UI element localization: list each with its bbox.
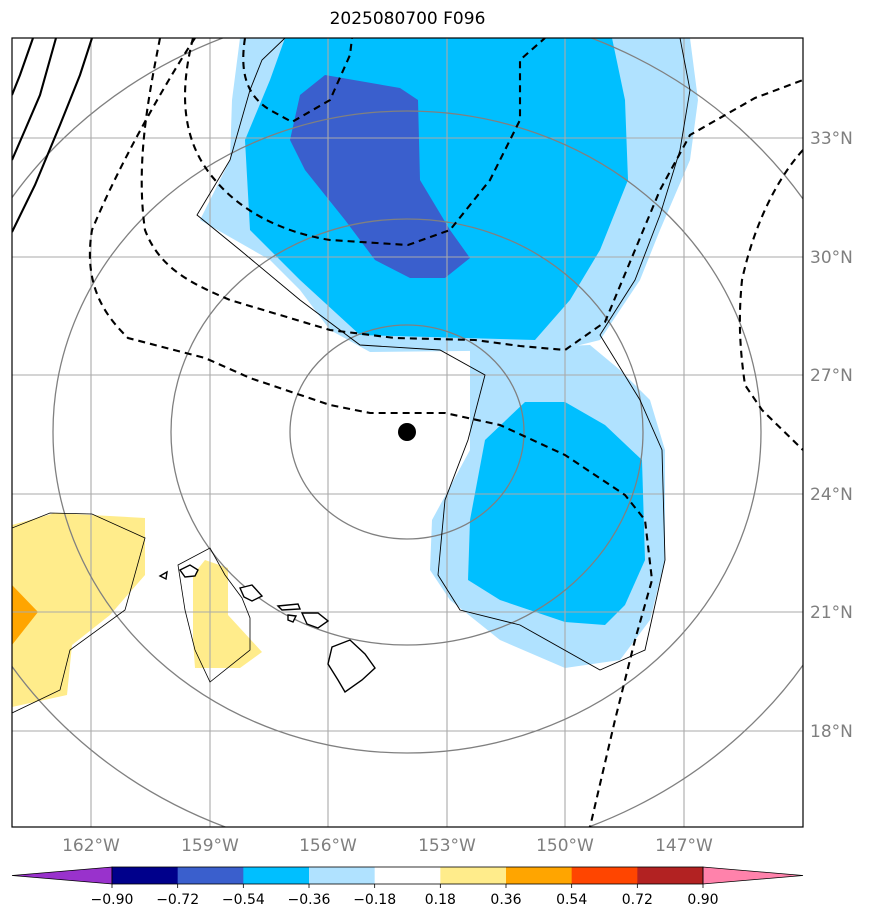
dashed-contours <box>88 38 803 827</box>
hawaiian-islands <box>158 564 376 694</box>
colorbar-segment <box>506 867 573 884</box>
lat-label-27n: 27°N <box>810 366 853 386</box>
region-outline <box>196 38 691 671</box>
map-title: 2025080700 F096 <box>329 9 486 29</box>
lat-label-30n: 30°N <box>810 248 853 268</box>
map-frame <box>11 37 804 828</box>
colorbar-tick-label: 0.72 <box>622 892 653 908</box>
lat-label-18n: 18°N <box>810 722 853 742</box>
negative-anomaly-north <box>200 38 698 352</box>
colorbar-tick-label: 0.90 <box>687 892 718 908</box>
lon-label-156w: 156°W <box>299 836 357 856</box>
colorbar-tick-label: −0.72 <box>156 892 199 908</box>
colorbar-tick-label: 0.18 <box>425 892 456 908</box>
lon-label-159w: 159°W <box>181 836 239 856</box>
colorbar-segment <box>177 867 244 884</box>
lat-label-21n: 21°N <box>810 603 853 623</box>
colorbar: −0.90 −0.72 −0.54 −0.36 −0.18 0.18 0.36 0.54 0.7… <box>11 866 804 908</box>
colorbar-tick-label: −0.54 <box>222 892 265 908</box>
colorbar-segment <box>112 867 179 884</box>
colorbar-segment <box>637 867 704 884</box>
colorbar-segment <box>243 867 310 884</box>
colorbar-tick-label: −0.90 <box>91 892 134 908</box>
graticule <box>12 38 803 827</box>
colorbar-tick-label: 0.54 <box>556 892 587 908</box>
colorbar-tick-label: −0.18 <box>353 892 396 908</box>
colorbar-tick-label: −0.36 <box>288 892 331 908</box>
lon-label-150w: 150°W <box>536 836 594 856</box>
lon-label-162w: 162°W <box>62 836 120 856</box>
lat-label-33n: 33°N <box>810 129 853 149</box>
island-outline <box>12 512 251 714</box>
colorbar-segment <box>440 867 507 884</box>
colorbar-segment <box>571 867 638 884</box>
colorbar-outline <box>111 866 704 885</box>
colorbar-segment <box>374 867 441 884</box>
storm-center-marker <box>398 423 416 441</box>
lat-label-24n: 24°N <box>810 485 853 505</box>
negative-anomaly-east <box>430 345 665 668</box>
colorbar-tick-label: 0.36 <box>490 892 521 908</box>
longitude-labels: 162°W 159°W 156°W 153°W 150°W 147°W <box>62 836 713 856</box>
latitude-labels: 33°N 30°N 27°N 24°N 21°N 18°N <box>810 129 853 742</box>
positive-anomaly-west <box>12 513 262 707</box>
colorbar-extend-low <box>11 866 113 885</box>
colorbar-segment <box>309 867 376 884</box>
colorbar-extend-high <box>702 866 804 885</box>
lon-label-153w: 153°W <box>418 836 476 856</box>
lon-label-147w: 147°W <box>655 836 713 856</box>
solid-contours <box>12 38 93 233</box>
